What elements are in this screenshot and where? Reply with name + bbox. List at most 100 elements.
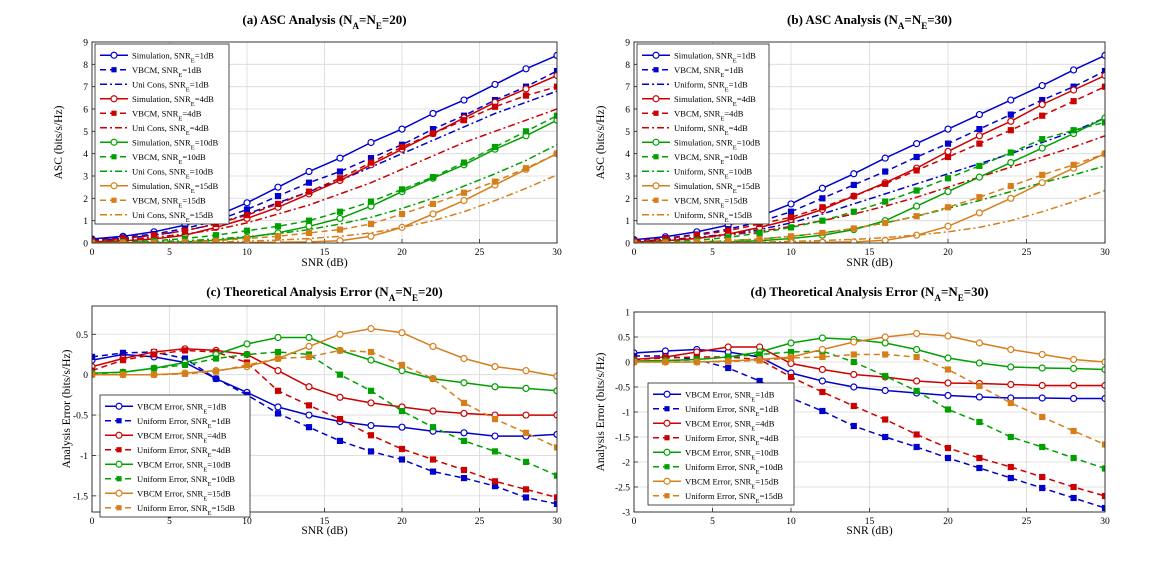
- legend-label: VBCM Error, SNRE=10dB: [137, 459, 231, 473]
- data-point: [1101, 71, 1105, 80]
- data-point: [522, 429, 530, 436]
- data-point: [398, 361, 406, 369]
- data-point: [1039, 413, 1046, 421]
- data-point: [305, 383, 313, 391]
- series-line: [634, 332, 1105, 363]
- data-point: [1038, 364, 1046, 372]
- data-point: [522, 411, 530, 419]
- data-point: [212, 232, 220, 239]
- series-line: [634, 152, 1105, 243]
- data-point: [336, 393, 344, 401]
- y-tick-label: 1: [83, 217, 88, 227]
- data-point: [1101, 67, 1105, 75]
- data-point: [429, 200, 437, 208]
- data-point: [882, 168, 889, 175]
- data-point: [1101, 365, 1105, 374]
- data-point: [976, 140, 983, 147]
- data-point: [491, 415, 499, 423]
- data-point: [913, 167, 920, 174]
- data-point: [1101, 504, 1105, 512]
- legend-label: Simulation, SNRE=10dB: [132, 137, 218, 151]
- data-point: [491, 80, 499, 89]
- data-point: [850, 225, 857, 232]
- data-point: [1039, 112, 1046, 119]
- legend-box: [647, 382, 795, 506]
- data-point: [429, 375, 437, 382]
- data-point: [553, 430, 557, 439]
- data-point: [1070, 127, 1077, 134]
- data-point: [944, 366, 952, 373]
- data-point: [1007, 159, 1015, 167]
- data-point: [491, 478, 499, 485]
- series-line: [92, 144, 557, 243]
- data-point: [1007, 380, 1015, 389]
- data-point: [429, 468, 437, 475]
- series-line: [92, 351, 557, 505]
- legend-label: Uniform, SNRE=15dB: [674, 210, 752, 224]
- legend-marker: [116, 418, 122, 424]
- data-point: [398, 456, 406, 463]
- data-point: [944, 153, 952, 161]
- data-point: [881, 339, 889, 347]
- data-point: [1038, 81, 1046, 90]
- legend-marker: [111, 67, 117, 73]
- x-axis-label: SNR (dB): [846, 525, 892, 537]
- data-point: [553, 444, 557, 451]
- data-point: [491, 178, 499, 185]
- legend-marker: [111, 154, 117, 160]
- data-point: [944, 406, 952, 413]
- data-point: [976, 464, 983, 472]
- legend-label: VBCM, SNRE=1dB: [132, 65, 202, 79]
- data-point: [976, 418, 983, 426]
- legend-label: Uniform Error, SNRE=1dB: [137, 416, 231, 430]
- data-point: [1070, 454, 1077, 462]
- data-point: [491, 143, 499, 151]
- data-point: [274, 193, 282, 200]
- data-point: [693, 238, 700, 243]
- data-point: [819, 229, 826, 237]
- data-point: [336, 208, 344, 215]
- legend-label: Simulation, SNRE=10dB: [674, 137, 760, 151]
- data-point: [274, 403, 282, 411]
- data-point: [336, 175, 344, 182]
- y-tick-label: 0.5: [76, 331, 88, 341]
- chart-1: 0 5 10 15 20 25 30 0 1 2 3 4 5 6 7 8 9 (b) ASC Analysis (…: [595, 12, 1110, 269]
- series-line: [92, 153, 557, 243]
- y-tick-label: 7: [625, 83, 630, 93]
- data-point: [913, 187, 920, 194]
- axes-frame: [633, 311, 1106, 513]
- data-point: [787, 208, 795, 215]
- x-axis-label: SNR (dB): [846, 257, 892, 269]
- data-point: [274, 183, 282, 191]
- data-point: [1070, 427, 1077, 435]
- series-7: [634, 119, 1105, 243]
- legend-marker: [116, 505, 122, 511]
- data-point: [212, 237, 220, 243]
- data-point: [460, 399, 468, 407]
- data-point: [367, 387, 375, 394]
- y-axis-label: Analysis Error (bits/s/Hz): [595, 352, 607, 471]
- data-point: [944, 391, 952, 400]
- legend-marker: [116, 476, 122, 482]
- data-point: [913, 353, 920, 361]
- y-tick-label: 2: [625, 195, 630, 205]
- data-point: [398, 367, 406, 375]
- legend-box: [99, 394, 251, 518]
- data-point: [398, 423, 406, 431]
- y-tick-label: 0: [83, 240, 88, 250]
- y-tick-label: 2: [83, 195, 88, 205]
- data-point: [274, 348, 282, 356]
- data-point: [305, 238, 313, 243]
- y-tick-label: 6: [625, 106, 630, 116]
- data-point: [944, 332, 952, 340]
- data-point: [818, 334, 827, 342]
- data-point: [944, 222, 952, 230]
- data-point: [944, 354, 952, 362]
- data-point: [787, 373, 795, 381]
- data-point: [1038, 144, 1046, 152]
- axes-frame: [633, 41, 1106, 244]
- series-line: [92, 327, 557, 378]
- data-point: [693, 232, 700, 239]
- data-point: [336, 330, 344, 338]
